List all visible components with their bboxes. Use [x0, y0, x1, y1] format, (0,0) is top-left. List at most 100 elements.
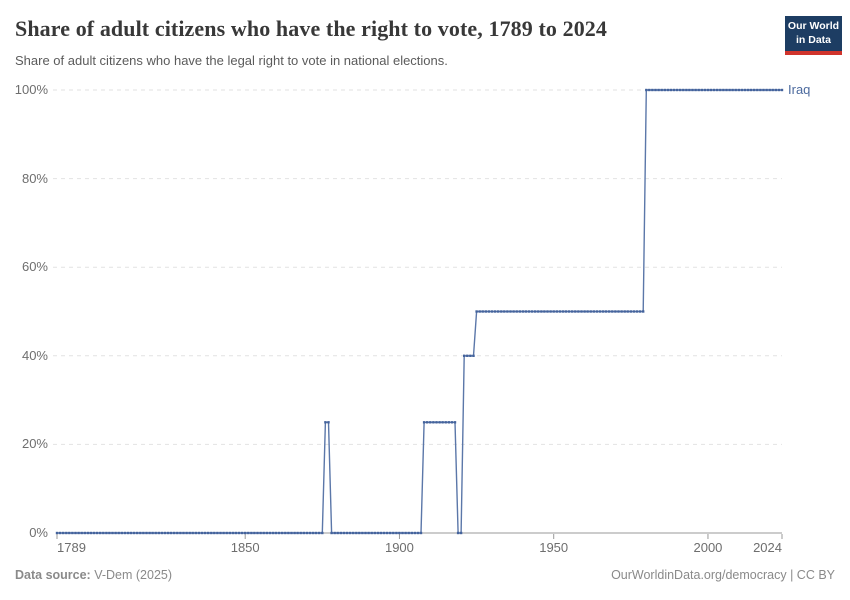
- data-point-marker: [324, 421, 327, 424]
- y-tick-label-80: 80%: [21, 170, 48, 186]
- data-point-marker: [685, 88, 688, 92]
- data-point-marker: [262, 531, 265, 535]
- data-point-marker: [163, 531, 167, 535]
- data-point-marker: [574, 310, 577, 313]
- data-point-marker: [330, 531, 333, 535]
- data-point-marker: [305, 531, 309, 535]
- data-point-marker: [524, 310, 528, 313]
- data-point-marker: [136, 531, 139, 535]
- data-point-marker: [228, 531, 231, 535]
- data-point-marker: [379, 531, 383, 535]
- owid-logo-text: Our World in Data: [785, 16, 842, 52]
- data-point-marker: [672, 88, 676, 92]
- data-point-marker: [416, 531, 420, 535]
- data-point-marker: [712, 88, 716, 92]
- data-point-marker: [132, 531, 136, 535]
- data-point-marker: [160, 531, 164, 535]
- x-tick-label-2024: 2024: [753, 540, 782, 555]
- data-point-marker: [484, 310, 487, 313]
- data-point-marker: [404, 531, 407, 535]
- data-point-marker: [435, 421, 438, 424]
- data-point-marker: [475, 310, 478, 313]
- owid-logo-line1: Our World: [787, 20, 840, 32]
- data-point-marker: [373, 531, 376, 535]
- data-point-marker: [376, 531, 380, 535]
- data-point-marker: [567, 310, 571, 313]
- data-point-marker: [743, 88, 747, 92]
- data-point-marker: [595, 310, 599, 313]
- data-point-marker: [345, 531, 349, 535]
- data-point-marker: [74, 531, 77, 535]
- data-point-marker: [250, 531, 253, 535]
- data-point-marker: [361, 531, 364, 535]
- data-point-marker: [95, 531, 99, 535]
- data-point-marker: [700, 88, 703, 92]
- data-point-marker: [284, 531, 287, 535]
- data-point-marker: [71, 531, 74, 535]
- data-point-marker: [179, 531, 182, 535]
- data-point-marker: [771, 88, 774, 92]
- data-point-marker: [62, 531, 65, 535]
- data-point-marker: [746, 88, 750, 92]
- credit-link[interactable]: OurWorldinData.org/democracy | CC BY: [611, 568, 835, 582]
- data-point-marker: [219, 531, 222, 535]
- data-point-marker: [237, 531, 241, 535]
- series-label-iraq[interactable]: Iraq: [788, 82, 811, 97]
- data-point-marker: [55, 531, 59, 535]
- data-point-marker: [463, 354, 466, 357]
- data-point-marker: [114, 531, 117, 535]
- data-point-marker: [663, 88, 666, 92]
- data-point-marker: [589, 310, 592, 313]
- data-point-marker: [148, 531, 151, 535]
- data-point-marker: [509, 310, 512, 313]
- owid-logo[interactable]: Our World in Data: [785, 16, 842, 56]
- data-point-marker: [598, 310, 602, 313]
- data-point-marker: [200, 531, 204, 535]
- data-point-marker: [342, 531, 346, 535]
- data-point-marker: [515, 310, 518, 313]
- data-point-marker: [358, 531, 361, 535]
- chart-footer: Data source: V-Dem (2025) OurWorldinData…: [15, 568, 835, 582]
- data-point-marker: [111, 531, 114, 535]
- data-point-marker: [203, 531, 207, 535]
- data-point-marker: [157, 531, 160, 535]
- data-point-marker: [129, 531, 133, 535]
- data-point-marker: [679, 88, 682, 92]
- data-point-marker: [139, 531, 142, 535]
- data-point-marker: [691, 88, 694, 92]
- data-point-marker: [290, 531, 293, 535]
- data-point-marker: [216, 531, 219, 535]
- data-point-marker: [774, 88, 777, 92]
- data-point-marker: [222, 531, 225, 535]
- data-point-marker: [176, 531, 179, 535]
- data-point-marker: [722, 88, 725, 92]
- data-point-marker: [543, 310, 546, 313]
- data-point-marker: [99, 531, 102, 535]
- data-point-marker: [311, 531, 315, 535]
- data-point-marker: [749, 88, 753, 92]
- data-point-marker: [716, 88, 719, 92]
- data-point-marker: [364, 531, 367, 535]
- data-point-marker: [635, 310, 639, 313]
- chart-subtitle: Share of adult citizens who have the leg…: [15, 53, 448, 68]
- data-point-marker: [429, 421, 432, 424]
- data-point-marker: [546, 310, 549, 313]
- data-point-marker: [419, 531, 423, 535]
- data-point-marker: [173, 531, 176, 535]
- data-point-marker: [58, 531, 62, 535]
- data-point-marker: [534, 310, 537, 313]
- data-point-marker: [555, 310, 558, 313]
- data-point-marker: [287, 531, 290, 535]
- data-source-label: Data source:: [15, 568, 91, 582]
- series-line-iraq[interactable]: [57, 89, 782, 534]
- data-point-marker: [481, 310, 484, 313]
- data-point-marker: [126, 531, 130, 535]
- data-point-marker: [654, 88, 657, 92]
- data-point-marker: [296, 531, 299, 535]
- data-point-marker: [487, 310, 491, 313]
- data-point-marker: [549, 310, 552, 313]
- data-point-marker: [182, 531, 185, 535]
- data-point-marker: [651, 88, 654, 92]
- data-point-marker: [271, 531, 275, 535]
- data-point-marker: [213, 531, 216, 535]
